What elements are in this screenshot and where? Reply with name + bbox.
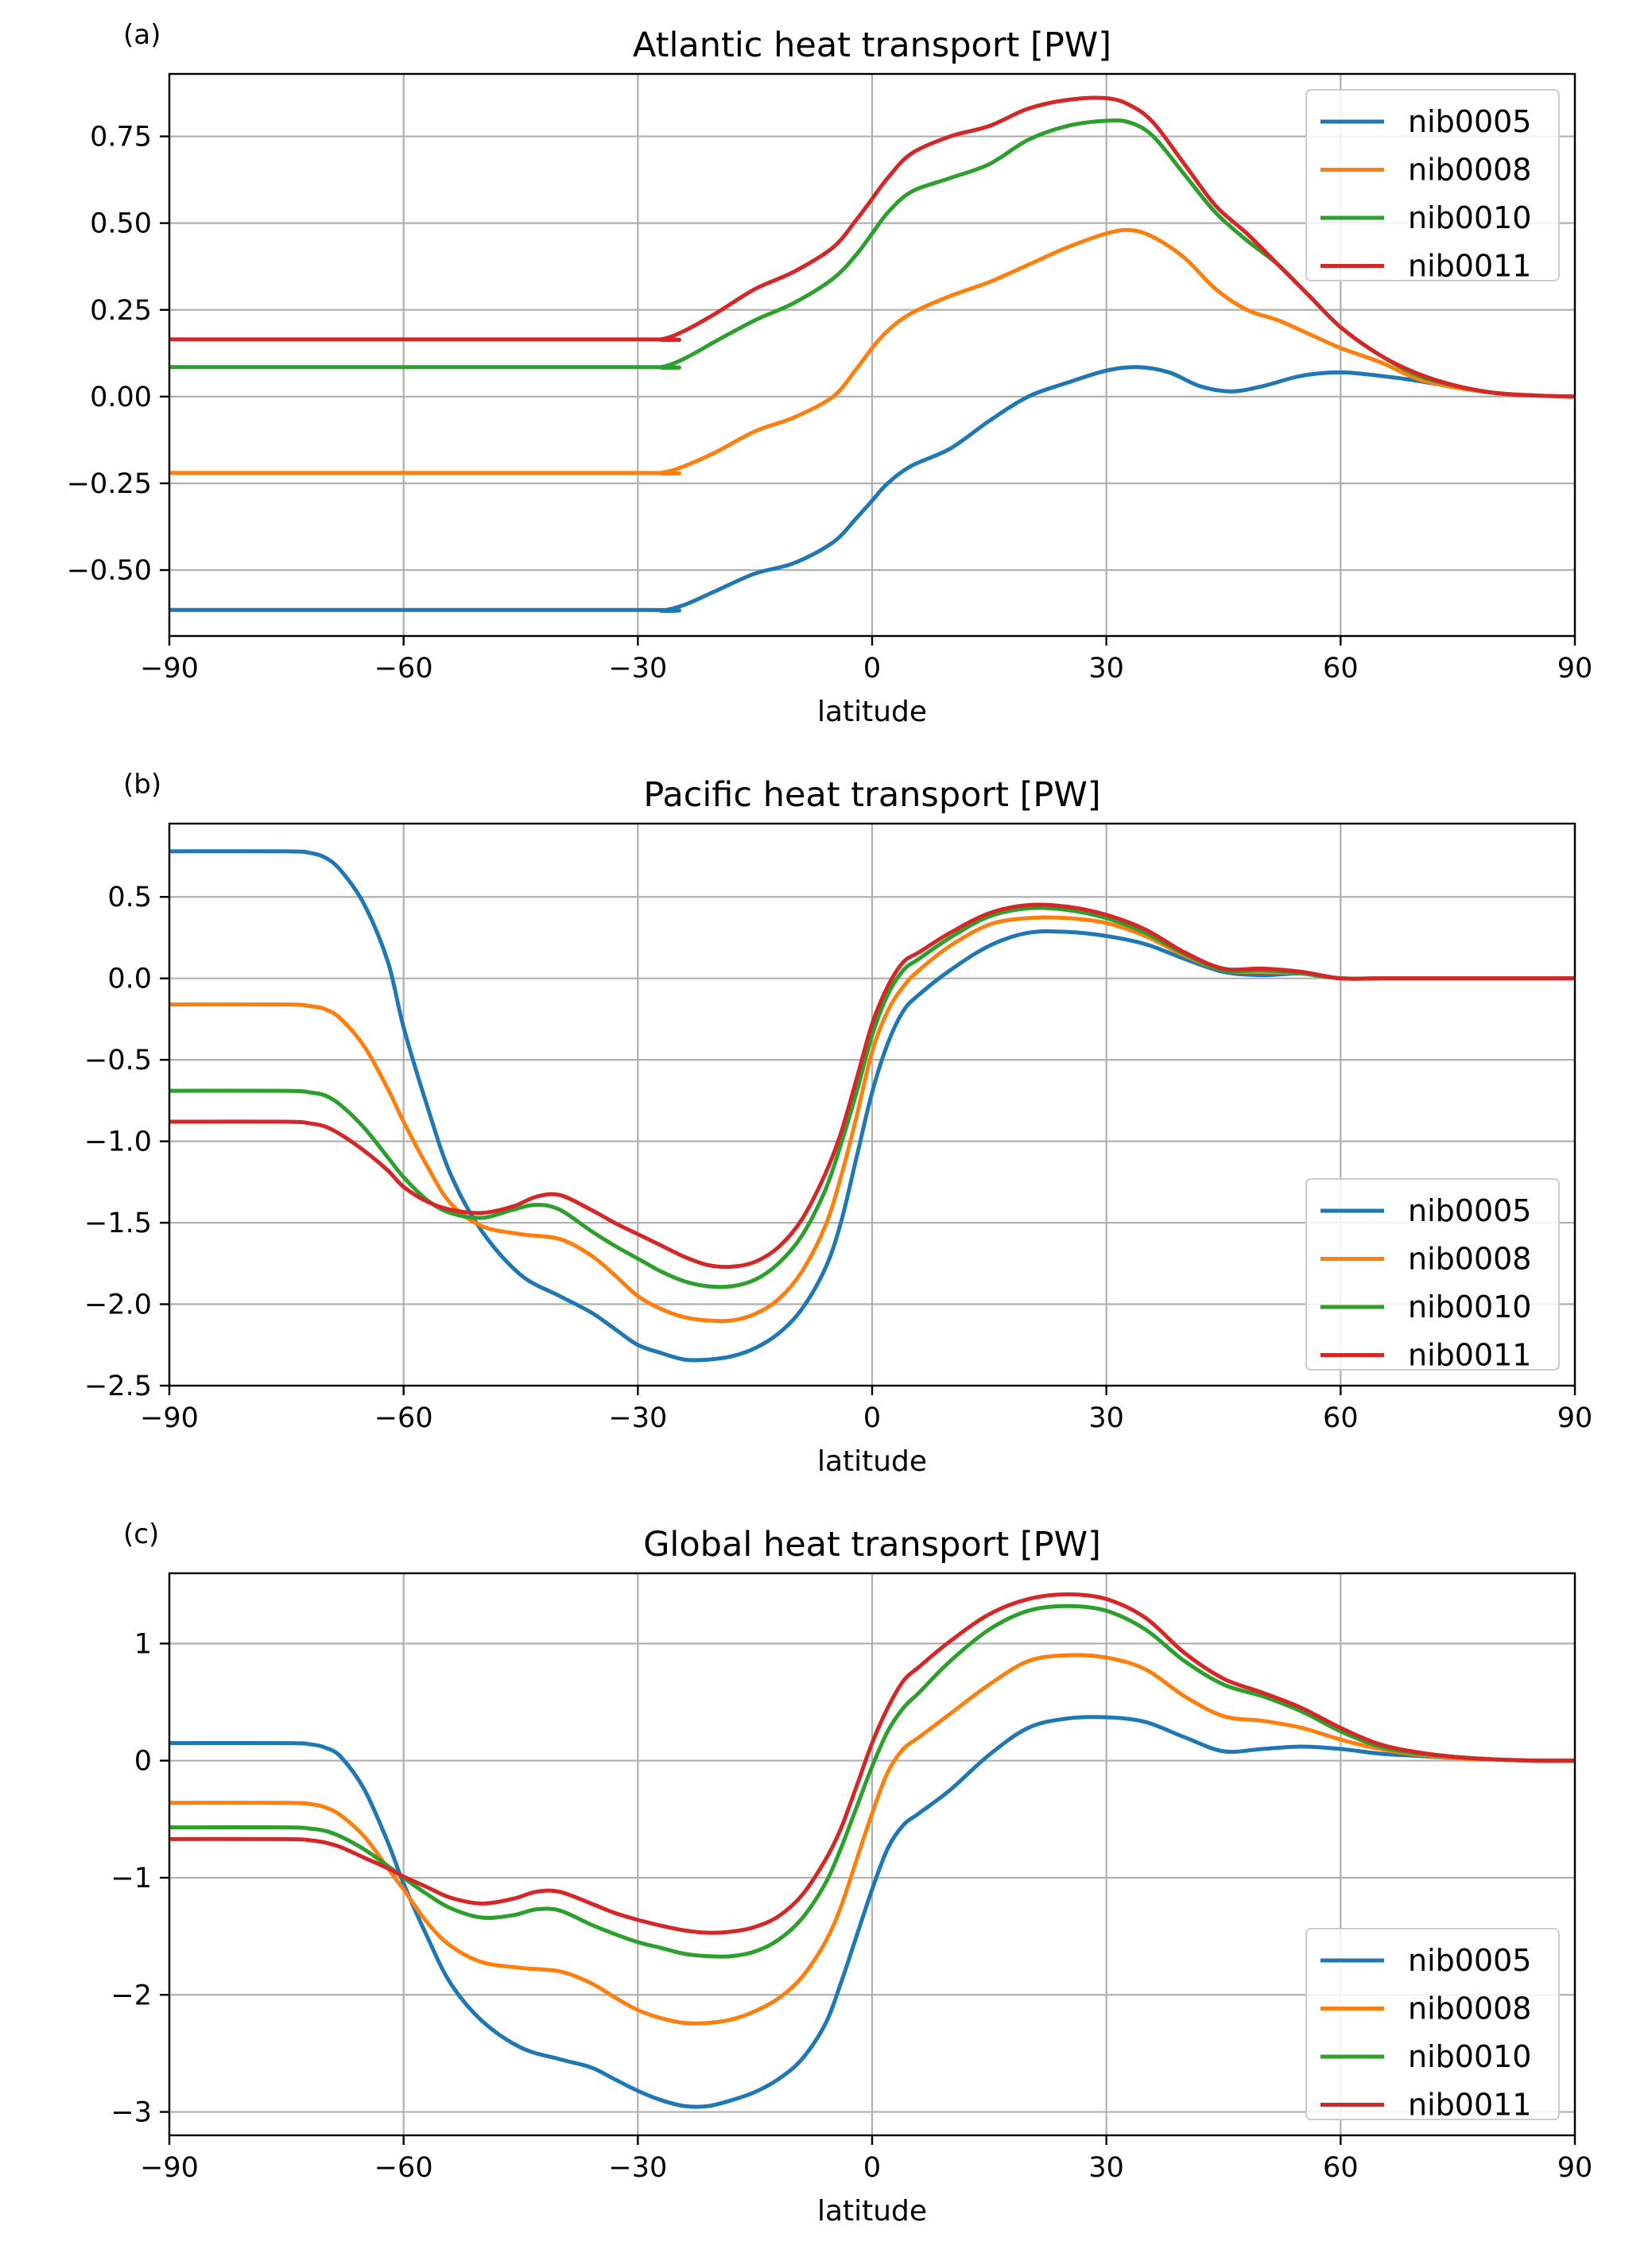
legend: nib0005 nib0008 nib0010 nib0011 bbox=[1305, 1178, 1560, 1373]
x-tick-label: −60 bbox=[374, 653, 433, 684]
chart-title: Pacific heat transport [PW] bbox=[643, 775, 1100, 815]
x-tick-label: 30 bbox=[1088, 653, 1124, 684]
x-tick-label: −30 bbox=[608, 1402, 667, 1434]
legend-box bbox=[1305, 1928, 1560, 2120]
y-tick-label: 0.00 bbox=[90, 382, 152, 413]
x-tick-label: −60 bbox=[374, 2152, 433, 2184]
x-tick-label: 90 bbox=[1557, 653, 1593, 684]
y-tick-label: −0.50 bbox=[67, 555, 152, 587]
series-line-nib0010 bbox=[169, 1603, 1575, 1959]
legend-entry-nib0011: nib0011 bbox=[1408, 2088, 1531, 2123]
series-line-nib0008 bbox=[169, 227, 1575, 476]
legend-entry-nib0010: nib0010 bbox=[1408, 200, 1531, 235]
y-tick-label: −3 bbox=[111, 2097, 152, 2129]
y-tick-label: −1 bbox=[111, 1863, 152, 1894]
chart-title: Atlantic heat transport [PW] bbox=[633, 25, 1111, 65]
panel-label: (b) bbox=[123, 769, 161, 801]
y-tick-label: −1.5 bbox=[84, 1208, 152, 1239]
x-tick-label: 30 bbox=[1088, 2152, 1124, 2184]
y-tick-label: 0.25 bbox=[90, 295, 152, 327]
x-tick-label: −90 bbox=[140, 1402, 199, 1434]
x-tick-label: −90 bbox=[140, 653, 199, 684]
legend: nib0005 nib0008 nib0010 nib0011 bbox=[1305, 1928, 1560, 2123]
x-tick-label: 0 bbox=[863, 2152, 881, 2184]
panel-label: (c) bbox=[123, 1518, 159, 1550]
global-panel: −90 −60 −30 0 30 60 90 −3 −2 −1 0 1 Global heat tran… bbox=[111, 1518, 1592, 2228]
legend-entry-nib0010: nib0010 bbox=[1408, 1289, 1531, 1324]
series-line-nib0011 bbox=[169, 95, 1575, 399]
x-tick-label: 0 bbox=[863, 653, 881, 684]
pacific-panel: −90 −60 −30 0 30 60 90 −2.5 −2.0 −1.5 −1.0 −0.5 0.0 0… bbox=[84, 769, 1592, 1478]
x-tick-label: −90 bbox=[140, 2152, 199, 2184]
y-tick-label: −2 bbox=[111, 1980, 152, 2011]
x-tick-label: −30 bbox=[608, 653, 667, 684]
legend-box bbox=[1305, 89, 1560, 281]
panel-label: (a) bbox=[123, 19, 161, 51]
y-tick-label: −2.0 bbox=[84, 1289, 152, 1321]
series-line-nib0011 bbox=[169, 1592, 1575, 1935]
legend-entry-nib0008: nib0008 bbox=[1408, 1242, 1531, 1277]
x-tick-label: 30 bbox=[1088, 1402, 1124, 1434]
atlantic-panel: −90 −60 −30 0 30 60 90 −0.50 −0.25 0.00 0.25 0.50 0.… bbox=[67, 19, 1593, 728]
y-tick-label: −2.5 bbox=[84, 1371, 152, 1402]
legend-box bbox=[1305, 1178, 1560, 1371]
legend-entry-nib0008: nib0008 bbox=[1408, 153, 1531, 188]
x-tick-label: 90 bbox=[1557, 1402, 1593, 1434]
y-tick-label: 0.75 bbox=[90, 122, 152, 153]
y-tick-label: −0.5 bbox=[84, 1045, 152, 1076]
chart-title: Global heat transport [PW] bbox=[643, 1525, 1101, 1565]
series-lines bbox=[169, 849, 1575, 1363]
x-axis-label: latitude bbox=[817, 2195, 927, 2228]
y-tick-label: −0.25 bbox=[67, 468, 152, 500]
x-tick-label: 60 bbox=[1323, 2152, 1359, 2184]
x-tick-label: −60 bbox=[374, 1402, 433, 1434]
legend-entry-nib0008: nib0008 bbox=[1408, 1991, 1531, 2026]
legend: nib0005 nib0008 nib0010 nib0011 bbox=[1305, 89, 1560, 284]
series-line-nib0011 bbox=[169, 902, 1575, 1270]
legend-entry-nib0010: nib0010 bbox=[1408, 2039, 1531, 2074]
series-line-nib0005 bbox=[169, 365, 1575, 613]
y-tick-label: 0.0 bbox=[107, 964, 152, 995]
x-tick-label: 60 bbox=[1323, 653, 1359, 684]
legend-entry-nib0011: nib0011 bbox=[1408, 1338, 1531, 1373]
series-line-nib0008 bbox=[169, 1653, 1575, 2026]
y-tick-label: 0.5 bbox=[107, 882, 152, 913]
x-axis-label: latitude bbox=[817, 1445, 927, 1478]
series-lines bbox=[169, 1592, 1575, 2109]
x-tick-label: 0 bbox=[863, 1402, 881, 1434]
series-line-nib0005 bbox=[169, 849, 1575, 1363]
y-tick-label: 0.50 bbox=[90, 208, 152, 240]
y-tick-label: 1 bbox=[134, 1628, 152, 1660]
legend-entry-nib0011: nib0011 bbox=[1408, 249, 1531, 284]
y-tick-label: −1.0 bbox=[84, 1126, 152, 1158]
y-tick-label: 0 bbox=[134, 1746, 152, 1778]
x-axis-label: latitude bbox=[817, 696, 927, 728]
x-tick-label: 60 bbox=[1323, 1402, 1359, 1434]
x-tick-label: −30 bbox=[608, 2152, 667, 2184]
legend-entry-nib0005: nib0005 bbox=[1408, 1943, 1531, 1978]
x-tick-label: 90 bbox=[1557, 2152, 1593, 2184]
legend-entry-nib0005: nib0005 bbox=[1408, 104, 1531, 139]
series-lines bbox=[169, 95, 1575, 613]
legend-entry-nib0005: nib0005 bbox=[1408, 1193, 1531, 1228]
